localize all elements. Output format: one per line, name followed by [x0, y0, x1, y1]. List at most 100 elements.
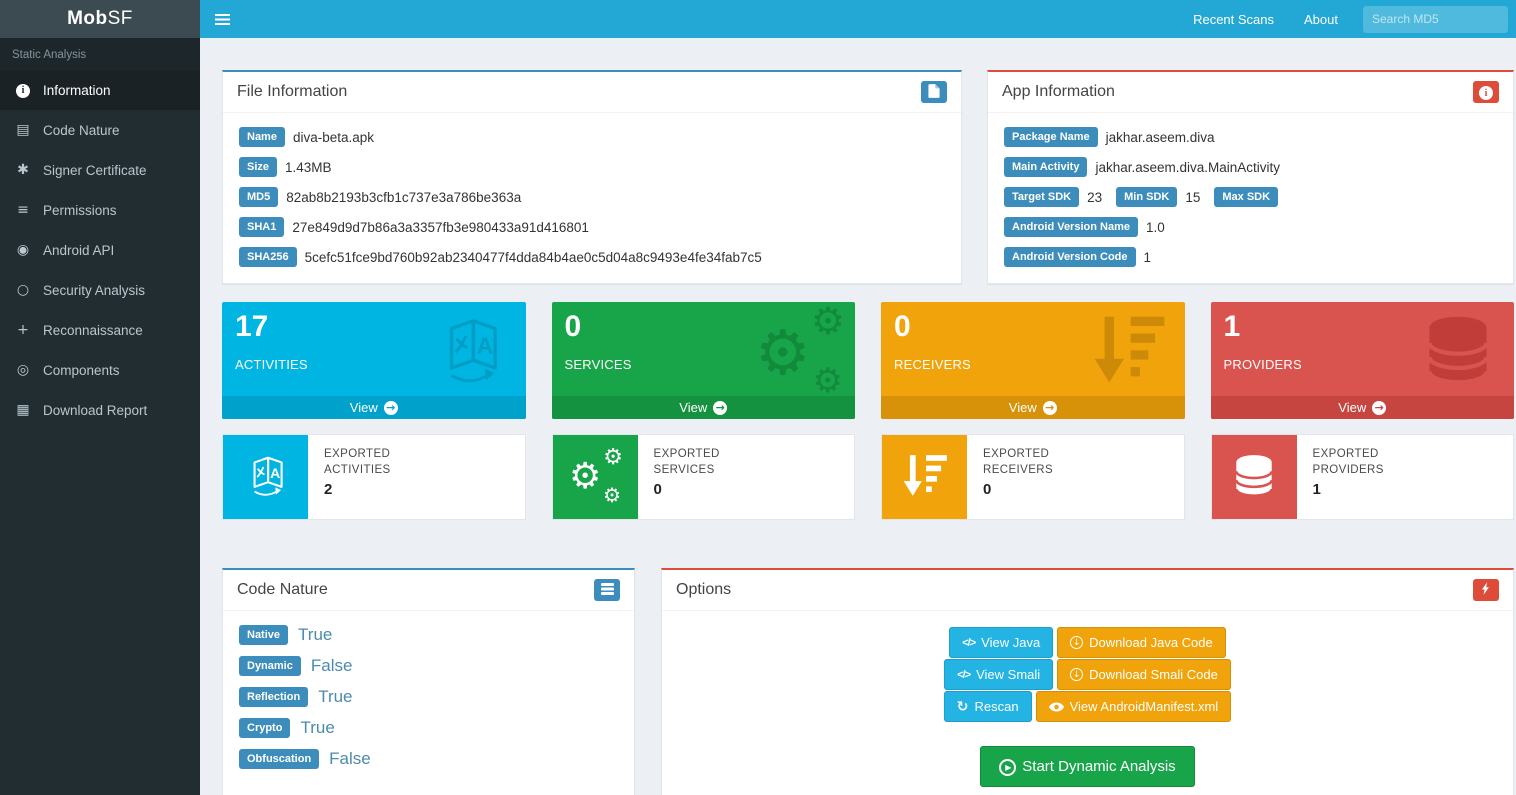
sidebar: Static Analysis i Information ▤ Code Nature…	[0, 38, 200, 795]
play-circle-icon: ▶	[999, 759, 1017, 776]
code-nature-title: Code Nature	[237, 581, 328, 598]
sidebar-item-signer-certificate[interactable]: ✱ Signer Certificate	[0, 150, 200, 190]
field-value: 1	[1143, 249, 1152, 265]
file-info-row: SHA256 5cefc51fce9bd760b92ab2340477f4dda8…	[239, 247, 945, 267]
sidebar-item-reconnaissance[interactable]: + Reconnaissance	[0, 310, 200, 350]
app-info-row: Android Version Code 1	[1004, 247, 1497, 267]
app-info-row: Main Activity jakhar.aseem.diva.MainActiv…	[1004, 157, 1497, 177]
download-circle-icon: ↓	[1070, 636, 1084, 649]
sidebar-item-label: Security Analysis	[43, 282, 146, 298]
bolt-icon	[1482, 582, 1489, 595]
stat-value: 0	[894, 310, 911, 343]
field-label-badge: SHA256	[239, 247, 297, 267]
exported-label-line1: EXPORTED	[1312, 448, 1379, 460]
button-label: View Java	[981, 635, 1041, 650]
align-justify-icon: ≡	[17, 202, 29, 218]
file-information-card: File Information Name diva-beta.apk Size 1.…	[222, 70, 962, 284]
sidebar-item-security-analysis[interactable]: ○ Security Analysis	[0, 270, 200, 310]
sidebar-item-download-report[interactable]: ▦ Download Report	[0, 390, 200, 430]
search-input[interactable]	[1363, 5, 1508, 33]
menu-toggle-button[interactable]	[200, 0, 244, 38]
stat-value: 1	[1223, 310, 1241, 343]
field-value: 23	[1087, 189, 1103, 205]
download-circle-icon: ↓	[1070, 668, 1084, 681]
sidebar-item-android-api[interactable]: ◉ Android API	[0, 230, 200, 270]
field-value: 27e849d9d7b86a3a3357fb3e980433a91d416801	[292, 219, 589, 235]
field-label-badge: Package Name	[1004, 127, 1098, 147]
button-label: Download Smali Code	[1089, 667, 1218, 682]
stat-value: 0	[564, 310, 582, 343]
exported-label-line2: ACTIVITIES	[324, 464, 391, 476]
code-nature-row: Obfuscation False	[239, 749, 618, 769]
field-value: 5cefc51fce9bd760b92ab2340477f4dda84b4ae0…	[304, 249, 762, 265]
stat-label: SERVICES	[564, 357, 632, 372]
arrow-circle-right-icon: →	[713, 400, 728, 415]
logo-rest: SF	[107, 8, 133, 29]
exported-label-line1: EXPORTED	[324, 448, 391, 460]
code-nature-row: Reflection True	[239, 687, 618, 707]
nav-about[interactable]: About	[1304, 11, 1338, 27]
arrow-circle-right-icon: →	[1372, 400, 1387, 415]
field-label-badge: Max SDK	[1214, 187, 1279, 207]
field-label-badge: Size	[239, 157, 278, 177]
sidebar-item-information[interactable]: i Information	[0, 71, 200, 110]
code-nature-card: Code Nature Native True Dynamic False Reflec…	[222, 568, 635, 795]
stat-label: PROVIDERS	[1223, 357, 1302, 372]
download-smali-code-button[interactable]: ↓ Download Smali Code	[1057, 659, 1231, 690]
gears-icon: ⚙ ⚙ ⚙	[755, 302, 845, 401]
field-label-badge: Crypto	[239, 718, 291, 738]
sidebar-item-label: Code Nature	[43, 122, 120, 138]
field-value: False	[310, 656, 353, 675]
plus-icon: +	[17, 322, 29, 338]
view-activities-link[interactable]: View →	[222, 396, 526, 419]
view-receivers-link[interactable]: View →	[881, 396, 1185, 419]
app-info-row: Android Version Name 1.0	[1004, 217, 1497, 237]
language-icon: A	[253, 456, 283, 496]
file-card-button[interactable]	[921, 81, 947, 103]
sidebar-item-code-nature[interactable]: ▤ Code Nature	[0, 110, 200, 150]
download-java-code-button[interactable]: ↓ Download Java Code	[1057, 627, 1226, 658]
view-label: View	[1338, 400, 1367, 415]
sidebar-item-label: Android API	[43, 242, 115, 258]
exported-label-line2: PROVIDERS	[1312, 464, 1384, 476]
sidebar-item-permissions[interactable]: ≡ Permissions	[0, 190, 200, 230]
file-info-row: SHA1 27e849d9d7b86a3a3357fb3e980433a91d41…	[239, 217, 945, 237]
gears-icon: ⚙ ⚙ ⚙	[569, 445, 623, 507]
view-androidmanifest-xml-button[interactable]: View AndroidManifest.xml	[1035, 691, 1232, 722]
view-providers-link[interactable]: View →	[1210, 396, 1514, 419]
code-nature-card-button[interactable]	[594, 579, 620, 601]
field-value: 1.43MB	[285, 159, 332, 175]
options-card-button[interactable]	[1473, 579, 1499, 601]
field-label-badge: Main Activity	[1004, 157, 1088, 177]
app-logo: Mob SF	[0, 0, 200, 38]
hamburger-icon	[214, 13, 230, 25]
stat-tile-receivers: 0 RECEIVERS View →	[881, 302, 1185, 419]
bullseye-icon: ◎	[16, 362, 30, 378]
nav-recent-scans[interactable]: Recent Scans	[1193, 11, 1275, 27]
field-label-badge: Android Version Name	[1004, 217, 1138, 237]
file-info-row: Name diva-beta.apk	[239, 127, 945, 147]
stat-tile-providers: 1 PROVIDERS View →	[1210, 302, 1514, 419]
app-card-button[interactable]: i	[1473, 81, 1499, 103]
sidebar-item-label: Components	[43, 362, 120, 378]
sidebar-section-header: Static Analysis	[0, 38, 200, 71]
eye-icon	[1048, 702, 1064, 711]
view-label: View	[349, 400, 378, 415]
view-services-link[interactable]: View →	[551, 396, 855, 419]
exported-tile-activities: A EXPORTED ACTIVITIES 2	[222, 434, 526, 520]
button-label: Download Java Code	[1089, 635, 1213, 650]
list-icon	[600, 582, 614, 595]
view-smali-button[interactable]: </> View Smali	[944, 659, 1054, 690]
sidebar-item-components[interactable]: ◎ Components	[0, 350, 200, 390]
rescan-button[interactable]: ↻ Rescan	[943, 691, 1032, 722]
field-value: False	[329, 749, 371, 768]
arrow-circle-right-icon: →	[383, 400, 398, 415]
view-java-button[interactable]: </> View Java	[949, 627, 1054, 658]
exported-value: 0	[653, 481, 663, 498]
file-information-title: File Information	[237, 83, 348, 100]
exported-value: 1	[1312, 481, 1322, 498]
field-label-badge: Target SDK	[1004, 187, 1080, 207]
field-value: 82ab8b2193b3cfb1c737e3a786be363a	[286, 189, 522, 205]
start-dynamic-analysis-button[interactable]: ▶ Start Dynamic Analysis	[980, 746, 1195, 787]
exported-tile-receivers: EXPORTED RECEIVERS 0	[881, 434, 1185, 520]
